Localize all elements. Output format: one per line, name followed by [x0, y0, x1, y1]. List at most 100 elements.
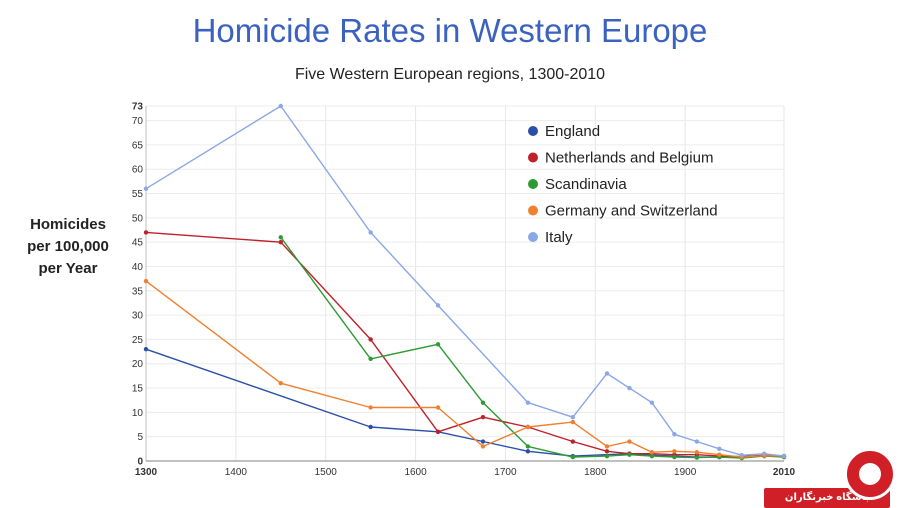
data-point-germany-and-switzerland	[694, 450, 700, 455]
data-point-scandinavia	[368, 356, 373, 362]
data-point-germany-and-switzerland	[368, 405, 373, 410]
data-point-italy	[435, 303, 441, 308]
y-tick-label: 25	[132, 335, 144, 346]
y-tick-label: 70	[132, 116, 144, 127]
x-tick-label: 1300	[135, 467, 158, 478]
legend-item-germany-and-switzerland: Germany and Switzerland	[528, 203, 718, 220]
data-point-germany-and-switzerland	[143, 278, 149, 284]
x-tick-label: 1800	[584, 467, 607, 478]
data-point-italy	[570, 415, 576, 420]
axis-layer: 1300 1400 1500 1600 1700 1800 1900 2010 0 5 10 15 20…	[132, 102, 796, 479]
y-tick-label: 50	[132, 213, 144, 224]
data-point-germany-and-switzerland	[480, 444, 486, 449]
data-point-italy	[717, 446, 722, 452]
data-point-germany-and-switzerland	[604, 444, 610, 449]
data-point-germany-and-switzerland	[570, 419, 576, 425]
data-point-italy	[278, 103, 283, 109]
data-point-scandinavia	[694, 455, 700, 460]
data-point-netherlands-and-belgium	[435, 429, 441, 435]
x-tick-label: 1400	[225, 467, 248, 478]
x-tick-label: 1600	[404, 467, 427, 478]
y-tick-label: 35	[132, 286, 144, 297]
data-point-scandinavia	[570, 454, 576, 460]
data-point-italy	[143, 186, 149, 191]
y-tick-label: 65	[132, 140, 144, 151]
legend-item-england: England	[528, 123, 600, 140]
data-point-netherlands-and-belgium	[480, 415, 486, 420]
legend-item-netherlands-and-belgium: Netherlands and Belgium	[528, 150, 713, 167]
legend-label-england: England	[545, 123, 600, 140]
data-point-scandinavia	[672, 454, 677, 460]
data-point-scandinavia	[525, 444, 531, 449]
watermark-logo: باشگاه خبرنگاران	[764, 448, 900, 508]
data-point-germany-and-switzerland	[717, 452, 722, 457]
y-tick-label: 15	[132, 384, 144, 395]
data-point-netherlands-and-belgium	[570, 439, 576, 444]
y-tick-label: 20	[132, 359, 144, 370]
watermark-emblem-icon	[844, 448, 896, 500]
data-point-italy	[604, 371, 610, 376]
data-point-italy	[781, 453, 787, 459]
y-tick-label: 45	[132, 238, 144, 249]
y-tick-label: 60	[132, 165, 144, 176]
y-axis-label: Homicides per 100,000 per Year	[14, 214, 122, 280]
legend-label-germany-and-switzerland: Germany and Switzerland	[545, 203, 718, 220]
legend-item-scandinavia: Scandinavia	[528, 176, 627, 193]
y-axis-label-line-2: per 100,000	[27, 238, 109, 255]
data-point-germany-and-switzerland	[525, 424, 531, 430]
data-point-germany-and-switzerland	[672, 449, 677, 454]
legend-marker-netherlands-and-belgium	[528, 152, 538, 163]
x-tick-label: 2010	[773, 467, 796, 478]
legend-marker-italy	[528, 232, 538, 242]
data-point-italy	[672, 432, 677, 437]
legend-item-italy: Italy	[528, 229, 573, 246]
data-point-italy	[694, 439, 700, 444]
data-point-germany-and-switzerland	[435, 405, 441, 410]
y-tick-label: 30	[132, 311, 144, 322]
chart-subtitle: Five Western European regions, 1300-2010	[294, 66, 606, 83]
data-point-england	[143, 346, 149, 352]
chart-title: Homicide Rates in Western Europe	[192, 12, 708, 49]
data-point-scandinavia	[604, 453, 610, 459]
series-germany-and-switzerland	[143, 278, 787, 460]
x-tick-label: 1900	[674, 467, 697, 478]
data-point-germany-and-switzerland	[278, 380, 283, 386]
data-point-italy	[525, 400, 531, 405]
legend-label-netherlands-and-belgium: Netherlands and Belgium	[545, 150, 713, 167]
data-point-scandinavia	[627, 452, 632, 457]
data-point-italy	[627, 385, 632, 391]
data-point-scandinavia	[278, 235, 283, 240]
y-tick-label: 40	[132, 262, 144, 273]
series-line-germany-and-switzerland	[145, 280, 785, 458]
y-tick-label: 5	[137, 432, 143, 443]
data-point-germany-and-switzerland	[627, 439, 632, 444]
series-line-scandinavia	[280, 236, 785, 459]
data-point-netherlands-and-belgium	[143, 230, 149, 235]
y-tick-label: 73	[132, 102, 144, 113]
legend-marker-germany-and-switzerland	[528, 205, 538, 216]
data-point-italy	[649, 400, 655, 405]
legend-label-scandinavia: Scandinavia	[545, 176, 627, 193]
data-point-england	[368, 424, 373, 430]
series-italy	[143, 103, 787, 459]
legend-marker-england	[528, 126, 538, 136]
data-point-scandinavia	[480, 400, 486, 405]
legend: England Netherlands and Belgium Scandinavi…	[528, 123, 718, 246]
x-tick-label: 1700	[494, 467, 517, 478]
data-point-netherlands-and-belgium	[604, 449, 610, 454]
series-netherlands-and-belgium	[143, 230, 787, 459]
x-tick-label: 1500	[315, 467, 338, 478]
y-axis-label-line-1: Homicides	[30, 216, 106, 233]
data-point-england	[480, 439, 486, 444]
data-point-scandinavia	[649, 453, 655, 459]
series-line-england	[145, 348, 785, 459]
series-layer	[143, 103, 787, 461]
data-point-netherlands-and-belgium	[368, 337, 373, 342]
data-point-italy	[368, 230, 373, 235]
data-point-italy	[739, 452, 744, 458]
y-tick-label: 10	[132, 408, 144, 419]
legend-marker-scandinavia	[528, 179, 538, 189]
data-point-germany-and-switzerland	[649, 450, 655, 455]
legend-label-italy: Italy	[545, 229, 573, 246]
